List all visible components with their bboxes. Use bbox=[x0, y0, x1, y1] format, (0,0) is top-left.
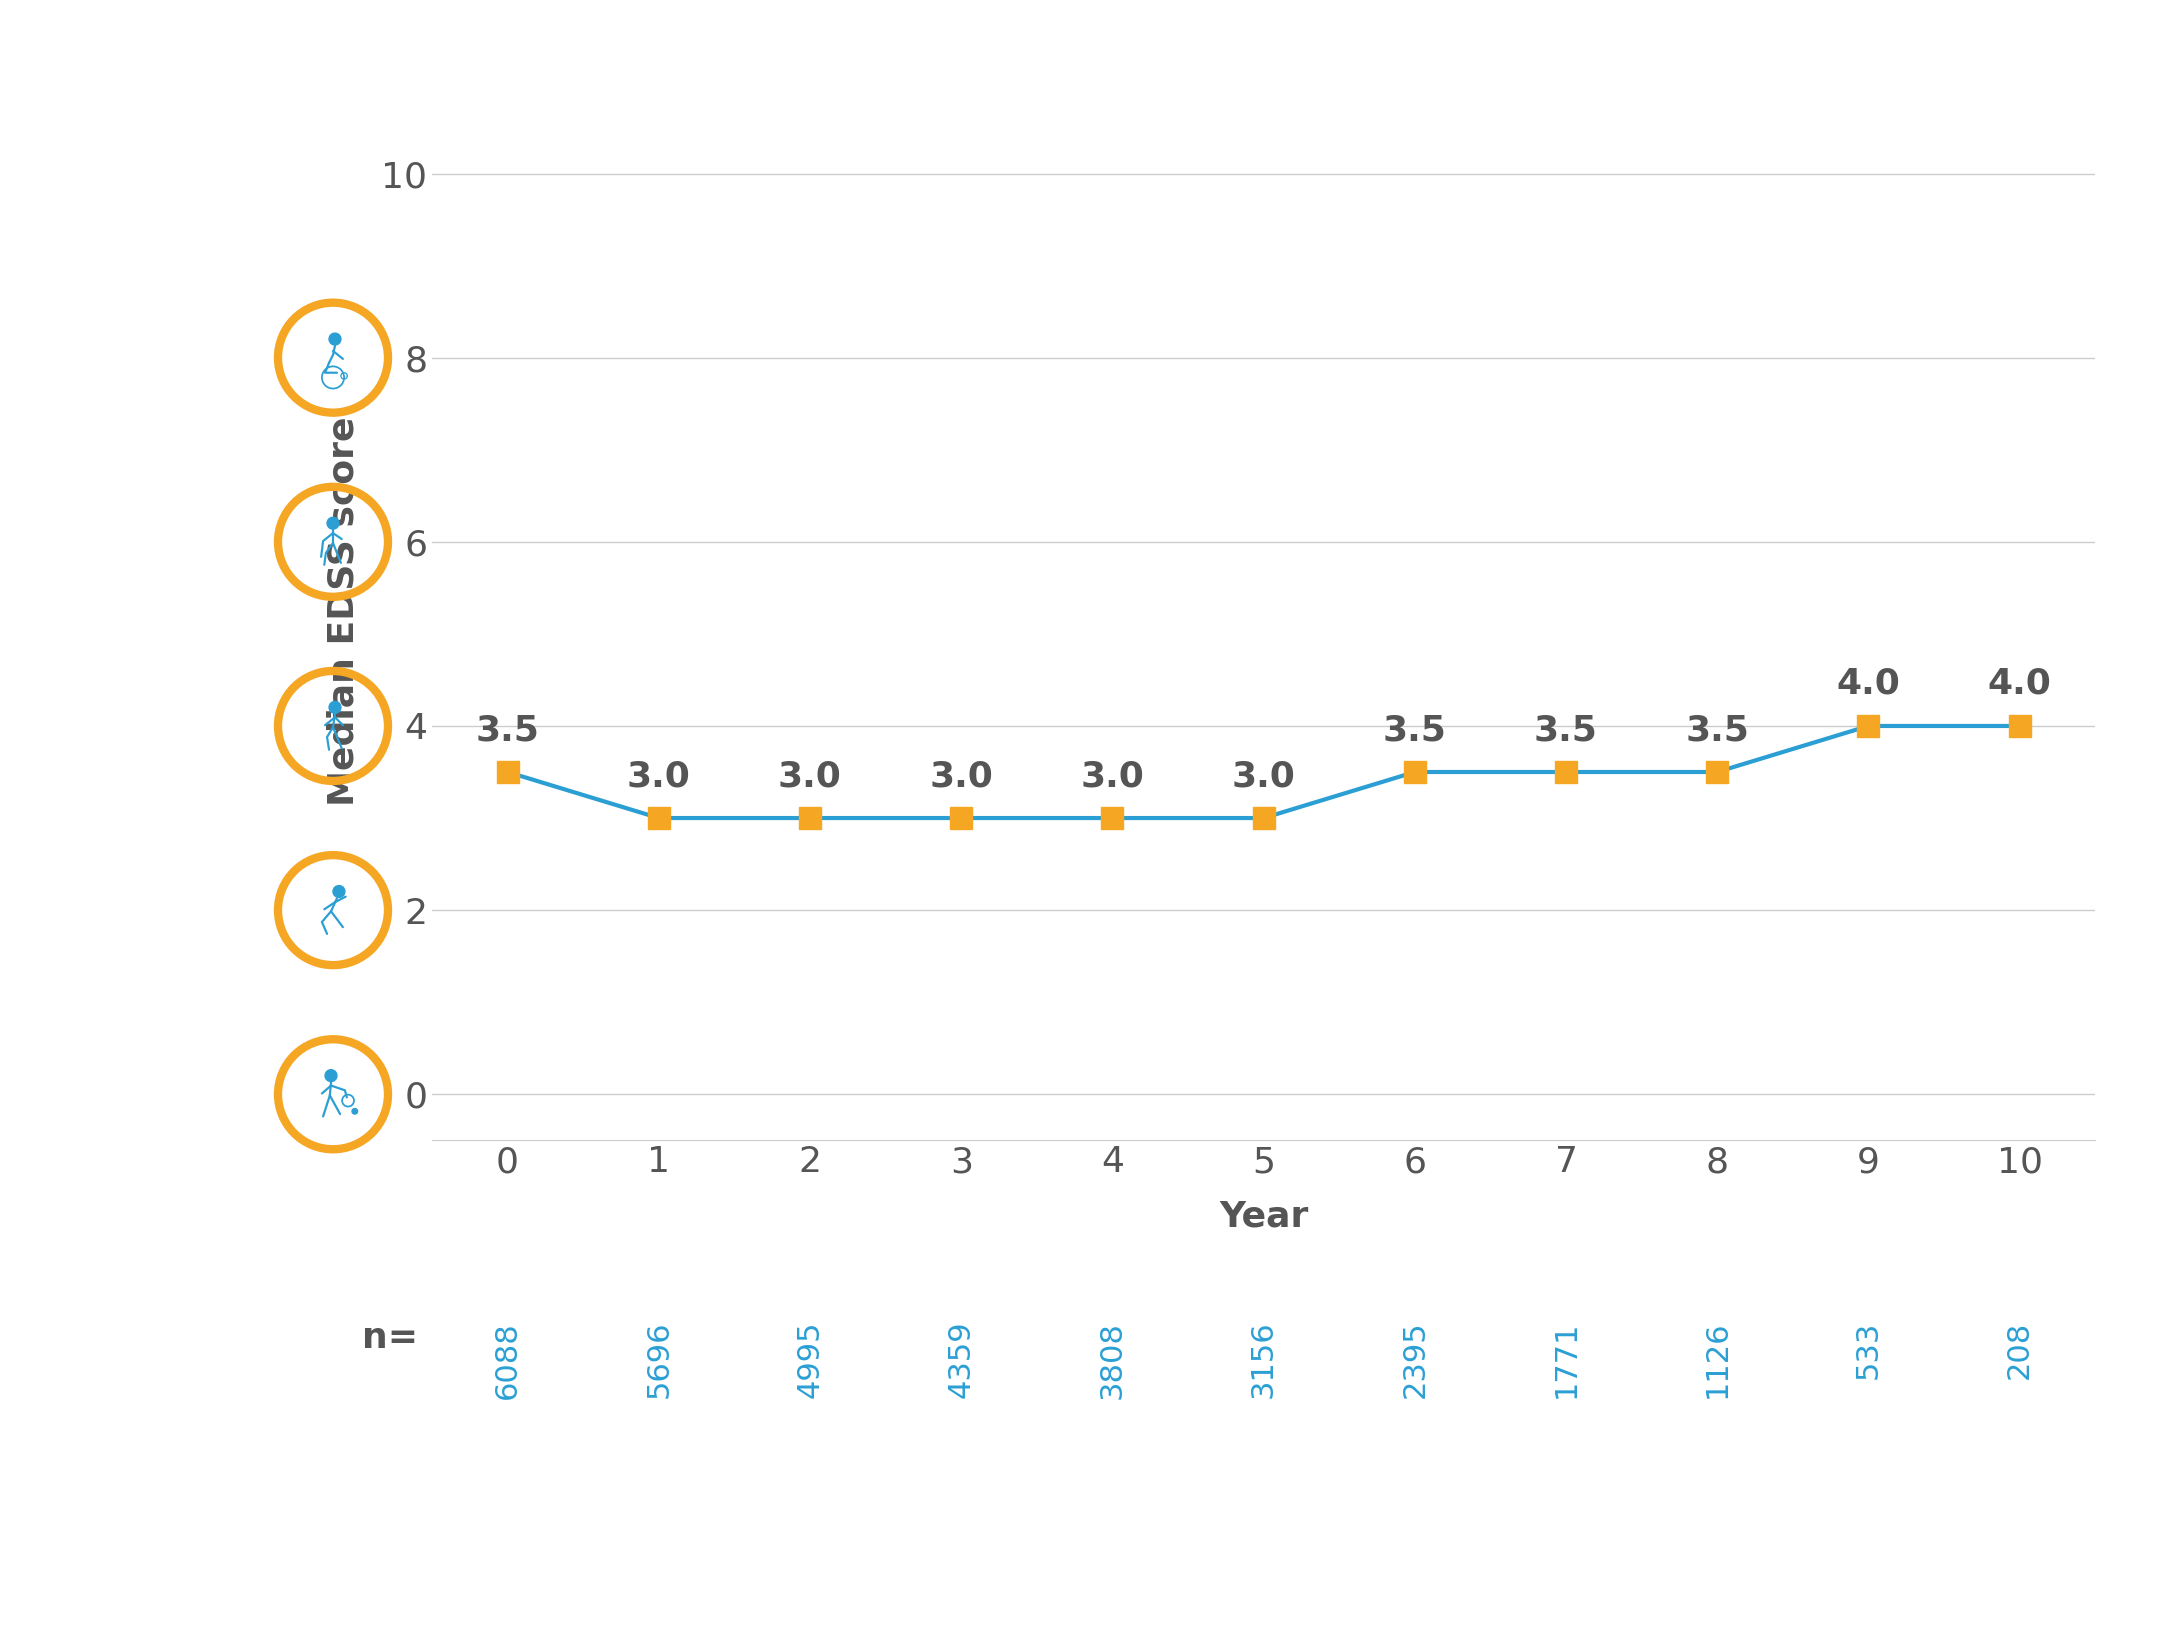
Text: 533: 533 bbox=[1853, 1321, 1884, 1380]
Text: 2395: 2395 bbox=[1400, 1321, 1430, 1398]
Text: 3.5: 3.5 bbox=[1534, 714, 1598, 748]
Y-axis label: Median EDSS score: Median EDSS score bbox=[326, 415, 361, 806]
Text: n=: n= bbox=[363, 1321, 419, 1355]
Text: 5696: 5696 bbox=[644, 1321, 674, 1398]
Text: 4359: 4359 bbox=[946, 1321, 976, 1398]
Circle shape bbox=[352, 1108, 359, 1114]
Circle shape bbox=[324, 1070, 337, 1082]
Text: 3.0: 3.0 bbox=[1080, 759, 1145, 793]
X-axis label: Year: Year bbox=[1218, 1201, 1309, 1235]
Text: 1771: 1771 bbox=[1551, 1321, 1581, 1398]
Circle shape bbox=[326, 518, 339, 529]
Text: 4995: 4995 bbox=[795, 1321, 825, 1398]
Text: 3.5: 3.5 bbox=[475, 714, 540, 748]
Circle shape bbox=[333, 886, 346, 898]
Text: 4.0: 4.0 bbox=[1836, 666, 1901, 700]
Text: 3808: 3808 bbox=[1097, 1321, 1128, 1399]
Text: 1126: 1126 bbox=[1702, 1321, 1732, 1398]
Text: 3.5: 3.5 bbox=[1382, 714, 1447, 748]
Text: 4.0: 4.0 bbox=[1987, 666, 2052, 700]
Text: 3.0: 3.0 bbox=[929, 759, 994, 793]
Text: 3.5: 3.5 bbox=[1685, 714, 1750, 748]
Text: 208: 208 bbox=[2004, 1321, 2035, 1380]
Text: 3156: 3156 bbox=[1248, 1321, 1279, 1398]
Text: 6088: 6088 bbox=[492, 1321, 523, 1399]
Circle shape bbox=[328, 332, 341, 345]
Text: 3.0: 3.0 bbox=[1231, 759, 1296, 793]
Text: 3.0: 3.0 bbox=[778, 759, 842, 793]
Text: 3.0: 3.0 bbox=[626, 759, 691, 793]
Circle shape bbox=[328, 702, 341, 714]
